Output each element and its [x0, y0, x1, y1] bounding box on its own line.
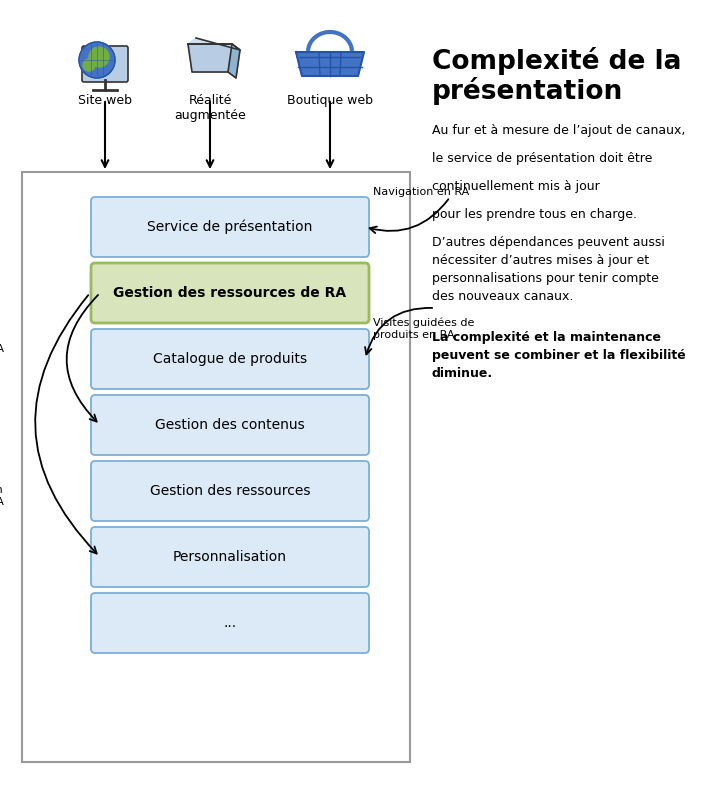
- Text: ...: ...: [223, 616, 237, 630]
- Polygon shape: [188, 44, 232, 72]
- FancyBboxPatch shape: [91, 329, 369, 389]
- Text: Complexité de la: Complexité de la: [432, 47, 682, 75]
- Text: Gestion des contenus: Gestion des contenus: [155, 418, 305, 432]
- Text: La complexité et la maintenance
peuvent se combiner et la flexibilité
diminue.: La complexité et la maintenance peuvent …: [432, 331, 686, 380]
- Text: le service de présentation doit être: le service de présentation doit être: [432, 152, 652, 165]
- Text: Contenu de RA: Contenu de RA: [0, 344, 4, 354]
- Text: D’autres dépendances peuvent aussi
nécessiter d’autres mises à jour et
personnal: D’autres dépendances peuvent aussi néces…: [432, 236, 665, 303]
- Circle shape: [89, 47, 109, 67]
- Text: continuellement mis à jour: continuellement mis à jour: [432, 180, 600, 193]
- Text: Gestion des ressources: Gestion des ressources: [149, 484, 310, 498]
- Text: Personnalisation
de la RA: Personnalisation de la RA: [0, 485, 4, 507]
- Text: Visites guidées de
produits en RA: Visites guidées de produits en RA: [373, 318, 474, 340]
- Polygon shape: [228, 44, 240, 78]
- FancyBboxPatch shape: [91, 461, 369, 521]
- Text: Gestion des ressources de RA: Gestion des ressources de RA: [114, 286, 347, 300]
- Text: Site web: Site web: [78, 94, 132, 107]
- Circle shape: [79, 42, 115, 78]
- Text: Personnalisation: Personnalisation: [173, 550, 287, 564]
- Text: Au fur et à mesure de l’ajout de canaux,: Au fur et à mesure de l’ajout de canaux,: [432, 124, 685, 137]
- Polygon shape: [188, 38, 240, 50]
- FancyBboxPatch shape: [22, 172, 410, 762]
- FancyBboxPatch shape: [91, 593, 369, 653]
- Text: Catalogue de produits: Catalogue de produits: [153, 352, 307, 366]
- Text: Réalité
augmentée: Réalité augmentée: [174, 94, 246, 122]
- Text: Service de présentation: Service de présentation: [147, 219, 313, 234]
- FancyBboxPatch shape: [82, 46, 128, 82]
- FancyBboxPatch shape: [91, 395, 369, 455]
- FancyBboxPatch shape: [91, 527, 369, 587]
- Text: pour les prendre tous en charge.: pour les prendre tous en charge.: [432, 208, 637, 221]
- FancyBboxPatch shape: [91, 197, 369, 257]
- Circle shape: [83, 59, 95, 71]
- Text: présentation: présentation: [432, 77, 623, 105]
- Text: Navigation en RA: Navigation en RA: [373, 187, 470, 197]
- Text: Boutique web: Boutique web: [287, 94, 373, 107]
- Polygon shape: [296, 52, 364, 76]
- FancyBboxPatch shape: [91, 263, 369, 323]
